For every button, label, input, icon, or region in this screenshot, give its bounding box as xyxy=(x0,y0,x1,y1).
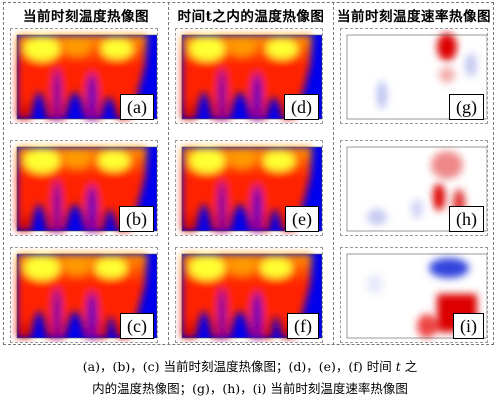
column-divider xyxy=(168,2,169,345)
panel-label: (a) xyxy=(120,94,154,120)
thermal-image-e: (e) xyxy=(175,140,323,236)
panel-label: (h) xyxy=(449,206,484,232)
panel-label: (c) xyxy=(120,313,154,339)
panel-label: (d) xyxy=(284,94,319,120)
header-window-temperature: 时间t之内的温度热像图 xyxy=(177,9,325,25)
figure-frame xyxy=(3,2,494,345)
caption-text: 之 xyxy=(404,359,418,374)
heatmap-graphic xyxy=(181,253,322,340)
panel-label: (g) xyxy=(449,94,484,120)
header-current-temperature: 当前时刻温度热像图 xyxy=(23,9,149,25)
rate-image-i: (i) xyxy=(340,247,488,343)
figure-caption-line-1: (a)，(b)，(c) 当前时刻温度热像图；(d)，(e)，(f) 时间 t 之 xyxy=(0,356,500,378)
rate-image-h: (h) xyxy=(340,140,488,236)
panel-label: (f) xyxy=(287,313,319,339)
figure-caption-line-2: 内的温度热像图；(g)，(h)，(i) 当前时刻温度速率热像图 xyxy=(92,381,408,396)
rate-heatmap-graphic xyxy=(346,146,487,232)
column-divider xyxy=(333,2,334,345)
header-temperature-rate: 当前时刻温度速率热像图 xyxy=(337,9,491,25)
thermal-image-d: (d) xyxy=(175,28,323,124)
thermal-image-a: (a) xyxy=(10,28,158,124)
rate-heatmap-graphic xyxy=(346,253,487,339)
caption-text: (a)，(b)，(c) 当前时刻温度热像图；(d)，(e)，(f) 时间 xyxy=(82,359,392,374)
thermal-image-b: (b) xyxy=(10,140,158,236)
heatmap-graphic xyxy=(181,34,322,121)
panel-label: (b) xyxy=(119,206,154,232)
rate-image-g: (g) xyxy=(340,28,488,124)
caption-variable-t: t xyxy=(395,359,401,374)
thermal-image-c: (c) xyxy=(10,247,158,343)
panel-label: (e) xyxy=(285,206,319,232)
thermal-image-f: (f) xyxy=(175,247,323,343)
panel-label: (i) xyxy=(453,313,484,339)
